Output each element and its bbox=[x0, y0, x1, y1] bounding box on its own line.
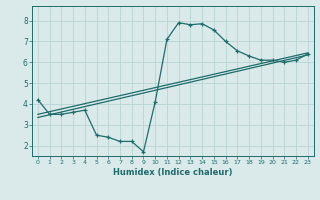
X-axis label: Humidex (Indice chaleur): Humidex (Indice chaleur) bbox=[113, 168, 233, 177]
